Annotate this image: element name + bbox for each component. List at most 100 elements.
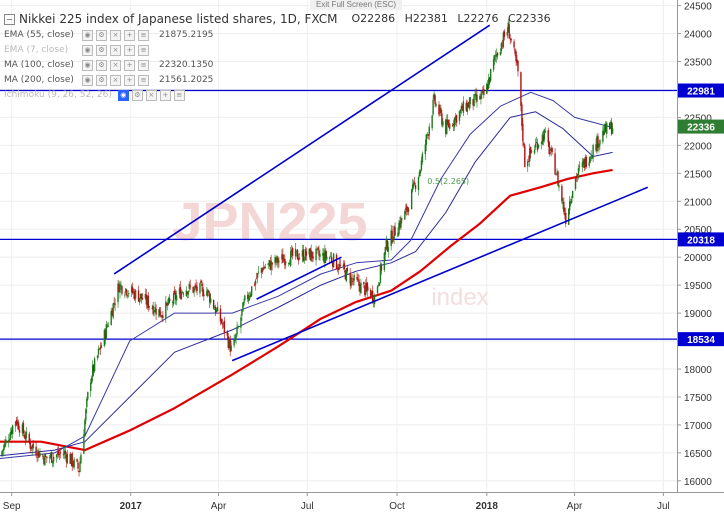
eye-icon[interactable]: ◉ bbox=[82, 60, 93, 71]
candle-body bbox=[29, 442, 31, 449]
menu-icon[interactable]: ≡ bbox=[138, 60, 149, 71]
candle-body bbox=[52, 456, 55, 462]
candle-body bbox=[242, 302, 244, 312]
candle-body bbox=[517, 60, 519, 72]
candle-body bbox=[220, 319, 223, 324]
moving-averages bbox=[0, 91, 613, 459]
candle-body bbox=[568, 201, 571, 211]
indicator-row-ichimoku[interactable]: Ichimoku (9, 26, 52, 26) ◉ ⚙ × + ≡ bbox=[4, 88, 551, 103]
candle-body bbox=[574, 177, 577, 190]
candle-body bbox=[128, 293, 130, 295]
candle-body bbox=[568, 208, 570, 225]
candle-body bbox=[290, 249, 293, 252]
candle-body bbox=[418, 171, 421, 177]
level-label-box bbox=[678, 332, 724, 347]
price-tick-label: 16000 bbox=[684, 477, 712, 488]
candle-body bbox=[284, 258, 286, 266]
close-icon[interactable]: × bbox=[110, 45, 121, 56]
eye-icon[interactable]: ◉ bbox=[82, 45, 93, 56]
candle-body bbox=[208, 291, 210, 293]
more-icon[interactable]: + bbox=[124, 45, 135, 56]
candle-body bbox=[582, 160, 585, 165]
trendline bbox=[113, 24, 491, 275]
trendline bbox=[256, 256, 342, 300]
candle-body bbox=[49, 457, 51, 458]
candle-body bbox=[419, 170, 422, 174]
settings-icon[interactable]: ⚙ bbox=[96, 30, 107, 41]
candle-body bbox=[146, 297, 149, 305]
candle-body bbox=[592, 145, 594, 159]
candle-body bbox=[377, 284, 380, 286]
candle-body bbox=[240, 317, 242, 328]
candle-body bbox=[561, 185, 563, 202]
more-icon[interactable]: + bbox=[124, 60, 135, 71]
exit-fullscreen-button[interactable]: Exit Full Screen (ESC) bbox=[310, 0, 403, 10]
close-icon[interactable]: × bbox=[145, 90, 157, 101]
candle-body bbox=[520, 72, 522, 106]
candle-body bbox=[202, 287, 204, 297]
close-icon[interactable]: × bbox=[110, 75, 121, 86]
more-icon[interactable]: + bbox=[124, 75, 135, 86]
candle-body bbox=[270, 260, 272, 270]
candle-body bbox=[291, 248, 294, 256]
candle-body bbox=[534, 143, 537, 148]
indicator-row-ma100[interactable]: MA (100, close) ◉ ⚙ × + ≡ 22320.1350 bbox=[4, 58, 551, 73]
candle-body bbox=[465, 102, 467, 111]
candle-body bbox=[434, 95, 436, 105]
candle-body bbox=[473, 94, 475, 107]
time-tick-label: Apr bbox=[567, 501, 583, 512]
candle-body bbox=[329, 255, 332, 257]
candle-body bbox=[199, 282, 201, 294]
menu-icon[interactable]: ≡ bbox=[138, 75, 149, 86]
candle-body bbox=[154, 306, 156, 312]
candle-body bbox=[494, 55, 497, 57]
close-icon[interactable]: × bbox=[110, 60, 121, 71]
candle-body bbox=[369, 289, 372, 299]
more-icon[interactable]: + bbox=[159, 90, 171, 101]
candle-body bbox=[529, 147, 532, 153]
last-price-box bbox=[678, 119, 724, 134]
eye-icon[interactable]: ◉ bbox=[82, 30, 93, 41]
candle-body bbox=[556, 172, 558, 174]
candle-body bbox=[203, 294, 205, 296]
candle-body bbox=[316, 248, 318, 250]
candle-body bbox=[145, 294, 148, 305]
close-icon[interactable]: × bbox=[110, 30, 121, 41]
candle-body bbox=[233, 339, 235, 346]
candle-body bbox=[172, 292, 175, 305]
indicator-row-ma200[interactable]: MA (200, close) ◉ ⚙ × + ≡ 21561.2025 bbox=[4, 73, 551, 88]
candle-body bbox=[393, 225, 395, 239]
price-tick-label: 16500 bbox=[684, 449, 712, 460]
settings-icon[interactable]: ⚙ bbox=[96, 75, 107, 86]
candle-body bbox=[360, 282, 362, 294]
candle-body bbox=[250, 293, 252, 297]
eye-icon[interactable]: ◉ bbox=[82, 75, 93, 86]
menu-icon[interactable]: ≡ bbox=[138, 45, 149, 56]
indicator-row-ema7[interactable]: EMA (7, close) ◉ ⚙ × + ≡ bbox=[4, 43, 551, 58]
candle-body bbox=[551, 148, 553, 152]
settings-icon[interactable]: ⚙ bbox=[96, 60, 107, 71]
menu-icon[interactable]: ≡ bbox=[138, 30, 149, 41]
price-axis: 1600016500170001750018000185001900019500… bbox=[677, 0, 712, 492]
candle-body bbox=[79, 462, 81, 472]
candle-body bbox=[445, 119, 447, 134]
settings-icon[interactable]: ⚙ bbox=[96, 45, 107, 56]
candle-body bbox=[412, 182, 415, 187]
level-label: 18534 bbox=[687, 335, 715, 346]
eye-icon[interactable]: ◉ bbox=[117, 90, 129, 101]
level-label-box bbox=[678, 83, 724, 98]
candle-body bbox=[209, 293, 211, 303]
settings-icon[interactable]: ⚙ bbox=[131, 90, 143, 101]
candle-body bbox=[112, 303, 114, 318]
candle-body bbox=[15, 419, 18, 425]
indicator-row-ema55[interactable]: EMA (55, close) ◉ ⚙ × + ≡ 21875.2195 bbox=[4, 28, 551, 43]
collapse-icon[interactable]: − bbox=[4, 13, 15, 25]
candle-body bbox=[124, 294, 126, 296]
candle-body bbox=[461, 105, 464, 111]
menu-icon[interactable]: ≡ bbox=[173, 90, 185, 101]
candle-body bbox=[114, 303, 116, 306]
more-icon[interactable]: + bbox=[124, 30, 135, 41]
candle-body bbox=[555, 174, 557, 176]
candle-body bbox=[392, 240, 394, 242]
